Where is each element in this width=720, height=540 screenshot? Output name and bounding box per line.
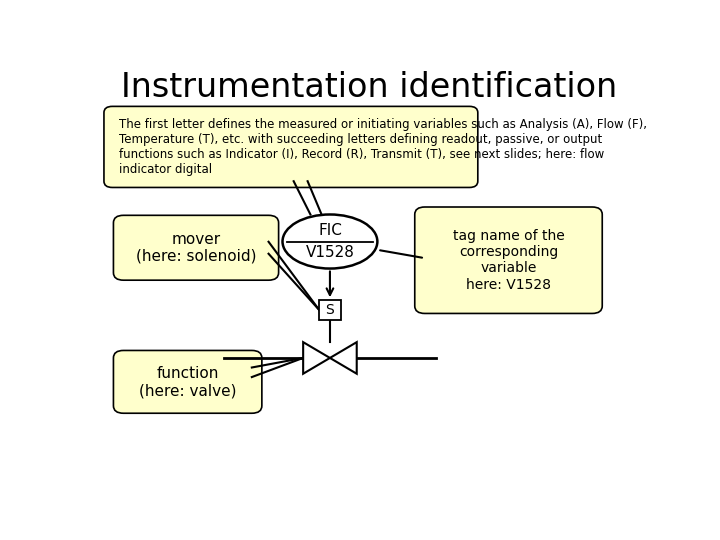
Text: function
(here: valve): function (here: valve) [139,366,236,398]
Text: S: S [325,303,334,317]
Bar [320,300,341,320]
Text: The first letter defines the measured or initiating variables such as Analysis (: The first letter defines the measured or… [119,118,647,176]
Text: FIC: FIC [318,223,342,238]
Text: Instrumentation identification: Instrumentation identification [121,71,617,104]
Text: V1528: V1528 [305,245,354,260]
FancyBboxPatch shape [415,207,602,313]
Text: mover
(here: solenoid): mover (here: solenoid) [136,232,256,264]
FancyBboxPatch shape [104,106,478,187]
FancyBboxPatch shape [114,350,262,413]
FancyBboxPatch shape [114,215,279,280]
Ellipse shape [282,214,377,268]
Polygon shape [330,342,356,374]
Polygon shape [303,342,330,374]
Text: tag name of the
corresponding
variable
here: V1528: tag name of the corresponding variable h… [453,229,564,292]
